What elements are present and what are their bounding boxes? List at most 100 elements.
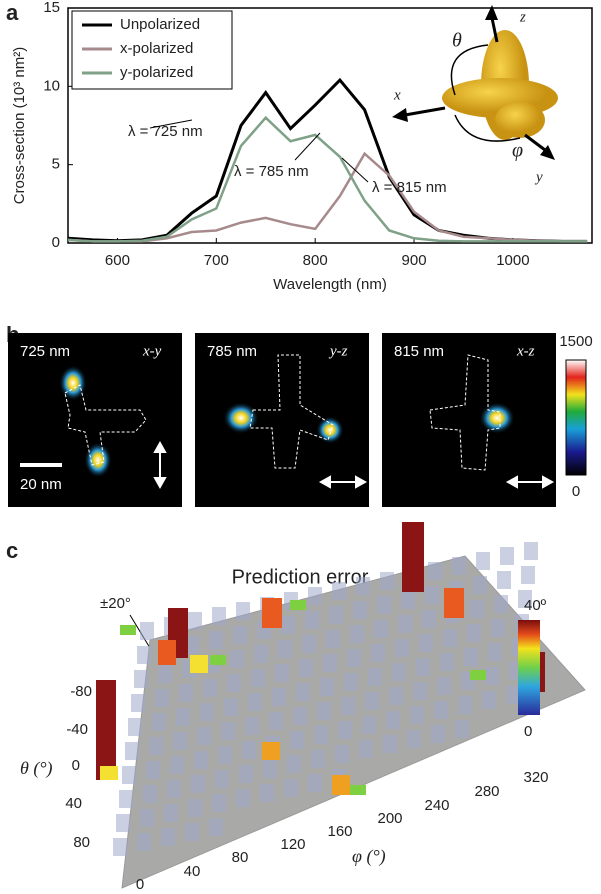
bar-base xyxy=(359,740,373,758)
theta-tick-label: -80 xyxy=(70,683,92,700)
colorbar-min: 0 xyxy=(572,483,580,500)
bar-base xyxy=(521,566,535,584)
bar-base xyxy=(500,547,514,565)
bar-base xyxy=(410,706,424,724)
bar-base xyxy=(233,626,247,644)
bar-base xyxy=(170,756,184,774)
bar-base xyxy=(209,818,223,836)
bar-base xyxy=(203,679,217,697)
bar-base xyxy=(482,691,496,709)
bar-base xyxy=(275,664,289,682)
highlight-bar xyxy=(262,742,280,760)
panel-title: Prediction error xyxy=(232,566,369,588)
bar-base xyxy=(176,708,190,726)
bar-base xyxy=(470,600,484,618)
x-tick-label: 700 xyxy=(204,252,229,269)
inset-label: z xyxy=(519,9,526,25)
annotation-leader xyxy=(341,157,369,183)
inset-label: θ xyxy=(452,30,462,52)
bar-base xyxy=(311,750,325,768)
bar-base xyxy=(185,823,199,841)
bar-base xyxy=(422,610,436,628)
bar-base xyxy=(395,639,409,657)
bar-base xyxy=(212,607,226,625)
bar-base xyxy=(245,717,259,735)
colorbar-max: 1500 xyxy=(559,333,592,350)
plot-frame xyxy=(67,7,593,244)
bar-base xyxy=(413,682,427,700)
bar-base xyxy=(305,611,319,629)
annotation: λ = 725 nm xyxy=(128,123,203,140)
bar-base xyxy=(443,629,457,647)
bar-base xyxy=(209,631,223,649)
axis-label: φ (°) xyxy=(352,846,386,867)
colorbar-max: 40º xyxy=(524,597,547,614)
y-tick-label: 5 xyxy=(52,156,60,173)
theta-tick-label: 40 xyxy=(65,795,82,812)
phi-tick-label: 200 xyxy=(377,810,402,827)
x-tick-label: 1000 xyxy=(496,252,529,269)
bar-base xyxy=(137,833,151,851)
bar-base xyxy=(524,542,538,560)
bar-base xyxy=(134,670,148,688)
inset-label: y xyxy=(534,169,543,185)
bar-base xyxy=(365,692,379,710)
bar-base xyxy=(374,620,388,638)
bar-base xyxy=(329,606,343,624)
bar-base xyxy=(506,686,520,704)
bar-base xyxy=(251,669,265,687)
panel-label: c xyxy=(6,538,18,563)
bar-base xyxy=(146,761,160,779)
bar-base xyxy=(419,634,433,652)
bar-base xyxy=(143,785,157,803)
bar-base xyxy=(401,591,415,609)
bar-base xyxy=(344,673,358,691)
bar-base xyxy=(488,643,502,661)
legend-label: x-polarized xyxy=(120,40,193,57)
bar-base xyxy=(293,707,307,725)
bar-base xyxy=(491,619,505,637)
bar-base xyxy=(113,838,127,856)
bar-base xyxy=(323,654,337,672)
bar-base xyxy=(356,577,370,595)
series-line xyxy=(67,115,588,243)
bar-base xyxy=(155,689,169,707)
inset-label: x xyxy=(393,87,401,103)
bar-base xyxy=(149,737,163,755)
bar-base xyxy=(380,572,394,590)
y-axis-label: Cross-section (10³ nm²) xyxy=(11,47,28,205)
bar-base xyxy=(191,775,205,793)
bar-base xyxy=(218,746,232,764)
bar-base xyxy=(239,765,253,783)
x-axis-label: Wavelength (nm) xyxy=(273,276,387,293)
bar-base xyxy=(338,721,352,739)
highlight-bar xyxy=(444,588,464,618)
bar-base xyxy=(458,696,472,714)
bar-base xyxy=(122,766,136,784)
bar-base xyxy=(392,663,406,681)
bar-base xyxy=(425,586,439,604)
bar-base xyxy=(254,645,268,663)
theta-tick-label: -40 xyxy=(66,721,88,738)
theta-tick-label: 0 xyxy=(72,757,80,774)
highlight-bar xyxy=(100,766,118,780)
bar-base xyxy=(269,712,283,730)
bar-base xyxy=(398,615,412,633)
bar-base xyxy=(281,616,295,634)
bar-base xyxy=(518,590,532,608)
bar-base xyxy=(197,727,211,745)
phi-tick-label: 280 xyxy=(474,783,499,800)
bar-base xyxy=(497,571,511,589)
bar-base xyxy=(347,649,361,667)
x-tick-label: 900 xyxy=(402,252,427,269)
inset-label: φ xyxy=(512,140,523,162)
bar-base xyxy=(260,784,274,802)
highlight-bar xyxy=(290,600,306,610)
bar-base xyxy=(263,760,277,778)
bar-base xyxy=(299,659,313,677)
bar-base xyxy=(332,582,346,600)
bar-base xyxy=(158,665,172,683)
phi-tick-label: 240 xyxy=(424,797,449,814)
highlight-bar xyxy=(402,522,424,592)
